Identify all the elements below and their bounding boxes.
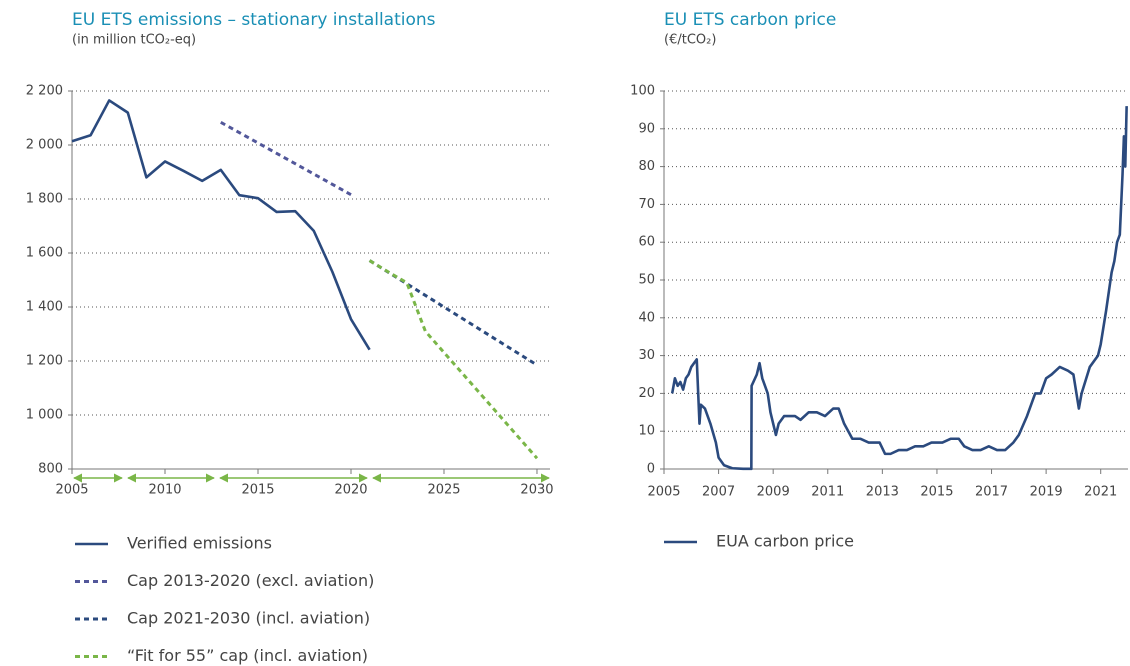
x-tick-label: 2021 [1084,485,1117,500]
x-tick-label: 2013 [866,485,899,500]
y-tick-label: 1 400 [26,300,63,315]
x-tick-label: 2005 [55,483,88,498]
y-tick-label: 80 [638,159,655,174]
y-tick-label: 2 200 [26,84,63,99]
legend-label: Cap 2021-2030 (incl. aviation) [127,609,370,628]
series-line [368,259,538,367]
x-tick-label: 2007 [702,485,735,500]
chart-title: EU ETS emissions – stationary installati… [72,10,436,30]
y-tick-label: 1 800 [26,192,63,207]
legend-label: “Fit for 55” cap (incl. aviation) [127,646,368,665]
y-tick-label: 90 [638,121,655,136]
series-line [220,121,352,196]
series-line [71,99,371,351]
legend-label: Verified emissions [127,534,272,553]
x-tick-label: 2015 [241,483,274,498]
chart-subtitle: (in million tCO₂-eq) [72,33,196,48]
legend-label: Cap 2013-2020 (excl. aviation) [127,571,374,590]
chart-subtitle: (€/tCO₂) [664,33,716,48]
y-tick-label: 800 [38,462,63,477]
x-tick-label: 2011 [811,485,844,500]
chart-title: EU ETS carbon price [664,10,836,30]
y-tick-label: 50 [638,273,655,288]
y-tick-label: 1 200 [26,354,63,369]
x-tick-label: 2015 [920,485,953,500]
x-tick-label: 2019 [1030,485,1063,500]
y-tick-label: 100 [630,84,655,99]
x-tick-label: 2020 [334,483,367,498]
series-line [670,106,1128,471]
legend-label: EUA carbon price [716,532,854,551]
y-tick-label: 2 000 [26,138,63,153]
series-line [368,259,539,460]
x-tick-label: 2017 [975,485,1008,500]
y-tick-label: 60 [638,235,655,250]
y-tick-label: 0 [647,462,655,477]
y-tick-label: 1 000 [26,408,63,423]
x-tick-label: 2009 [757,485,790,500]
x-tick-label: 2030 [520,483,553,498]
y-tick-label: 70 [638,197,655,212]
x-tick-label: 2025 [427,483,460,498]
y-tick-label: 30 [638,348,655,363]
y-tick-label: 1 600 [26,246,63,261]
x-tick-label: 2010 [148,483,181,498]
y-tick-label: 10 [638,424,655,439]
x-tick-label: 2005 [647,485,680,500]
y-tick-label: 40 [638,310,655,325]
y-tick-label: 20 [638,386,655,401]
